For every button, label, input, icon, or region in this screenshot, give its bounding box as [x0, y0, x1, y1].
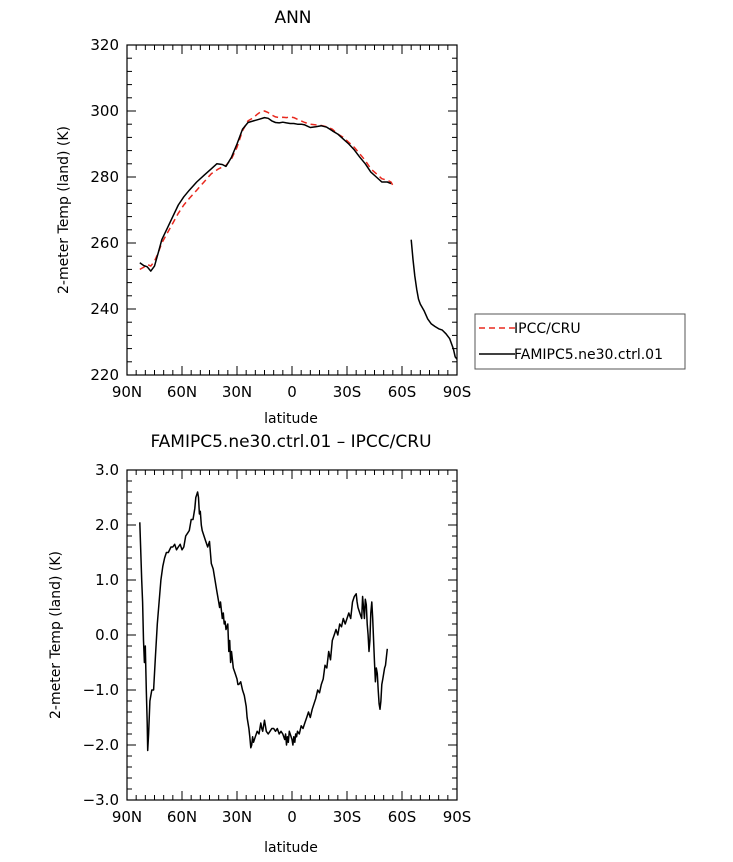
y-tick-label: 240 — [90, 300, 119, 318]
x-tick-label: 90N — [112, 383, 142, 401]
panel2-x-axis-label: latitude — [264, 840, 318, 856]
x-tick-label: 30S — [333, 383, 362, 401]
panel2-y-axis-label: 2-meter Temp (land) (K) — [48, 551, 64, 719]
panel2-plot-frame — [126, 469, 458, 801]
panel1-y-tick-labels: 220 240 260 280 300 320 — [90, 36, 119, 384]
series-line-ipcc-cru-0 — [139, 110, 394, 271]
x-tick-label: 30N — [222, 383, 252, 401]
panel2-ticks — [126, 469, 458, 801]
y-tick-label: 320 — [90, 36, 119, 54]
difference-panel: FAMIPC5.ne30.ctrl.01 – IPCC/CRU 90N 60N 30… — [48, 432, 471, 856]
y-tick-label: 220 — [90, 366, 119, 384]
y-tick-label: 260 — [90, 234, 119, 252]
series-line-difference-0 — [139, 491, 389, 752]
panel1-x-axis-label: latitude — [264, 411, 318, 427]
x-tick-label: 0 — [287, 808, 297, 826]
panel1-y-axis-label: 2-meter Temp (land) (K) — [56, 126, 72, 294]
y-tick-label: −3.0 — [83, 791, 119, 809]
panel2-title: FAMIPC5.ne30.ctrl.01 – IPCC/CRU — [150, 432, 431, 452]
y-tick-label: 0.0 — [95, 626, 119, 644]
panel1-series — [139, 110, 458, 360]
x-tick-label: 30S — [333, 808, 362, 826]
panel2-y-tick-labels: −3.0 −2.0 −1.0 0.0 1.0 2.0 3.0 — [83, 461, 119, 809]
y-tick-label: 3.0 — [95, 461, 119, 479]
panel1-plot-frame — [126, 44, 458, 376]
y-tick-label: 300 — [90, 102, 119, 120]
panel1-title: ANN — [274, 8, 311, 28]
x-tick-label: 60S — [388, 383, 417, 401]
legend: IPCC/CRU FAMIPC5.ne30.ctrl.01 — [474, 313, 686, 370]
y-tick-label: 1.0 — [95, 571, 119, 589]
x-tick-label: 60N — [167, 808, 197, 826]
y-tick-label: 2.0 — [95, 516, 119, 534]
x-tick-label: 60S — [388, 808, 417, 826]
x-tick-label: 90S — [443, 808, 472, 826]
x-tick-label: 90N — [112, 808, 142, 826]
x-tick-label: 30N — [222, 808, 252, 826]
x-tick-label: 90S — [443, 383, 472, 401]
legend-label-ipcc-cru: IPCC/CRU — [514, 321, 581, 337]
annual-temperature-panel: ANN 90N 60N 30N 0 30S 60S 90S 220 240 260 280 300 3… — [56, 8, 471, 427]
y-tick-label: 280 — [90, 168, 119, 186]
series-line-famipc5-ne30-ctrl-01-1 — [410, 239, 458, 360]
x-tick-label: 60N — [167, 383, 197, 401]
legend-label-famipc5: FAMIPC5.ne30.ctrl.01 — [514, 347, 663, 363]
y-tick-label: −2.0 — [83, 736, 119, 754]
legend-box — [474, 313, 686, 370]
panel2-series — [139, 491, 389, 752]
series-line-famipc5-ne30-ctrl-01-0 — [139, 116, 392, 272]
y-tick-label: −1.0 — [83, 681, 119, 699]
panel2-x-tick-labels: 90N 60N 30N 0 30S 60S 90S — [112, 808, 471, 826]
panel1-x-tick-labels: 90N 60N 30N 0 30S 60S 90S — [112, 383, 471, 401]
x-tick-label: 0 — [287, 383, 297, 401]
